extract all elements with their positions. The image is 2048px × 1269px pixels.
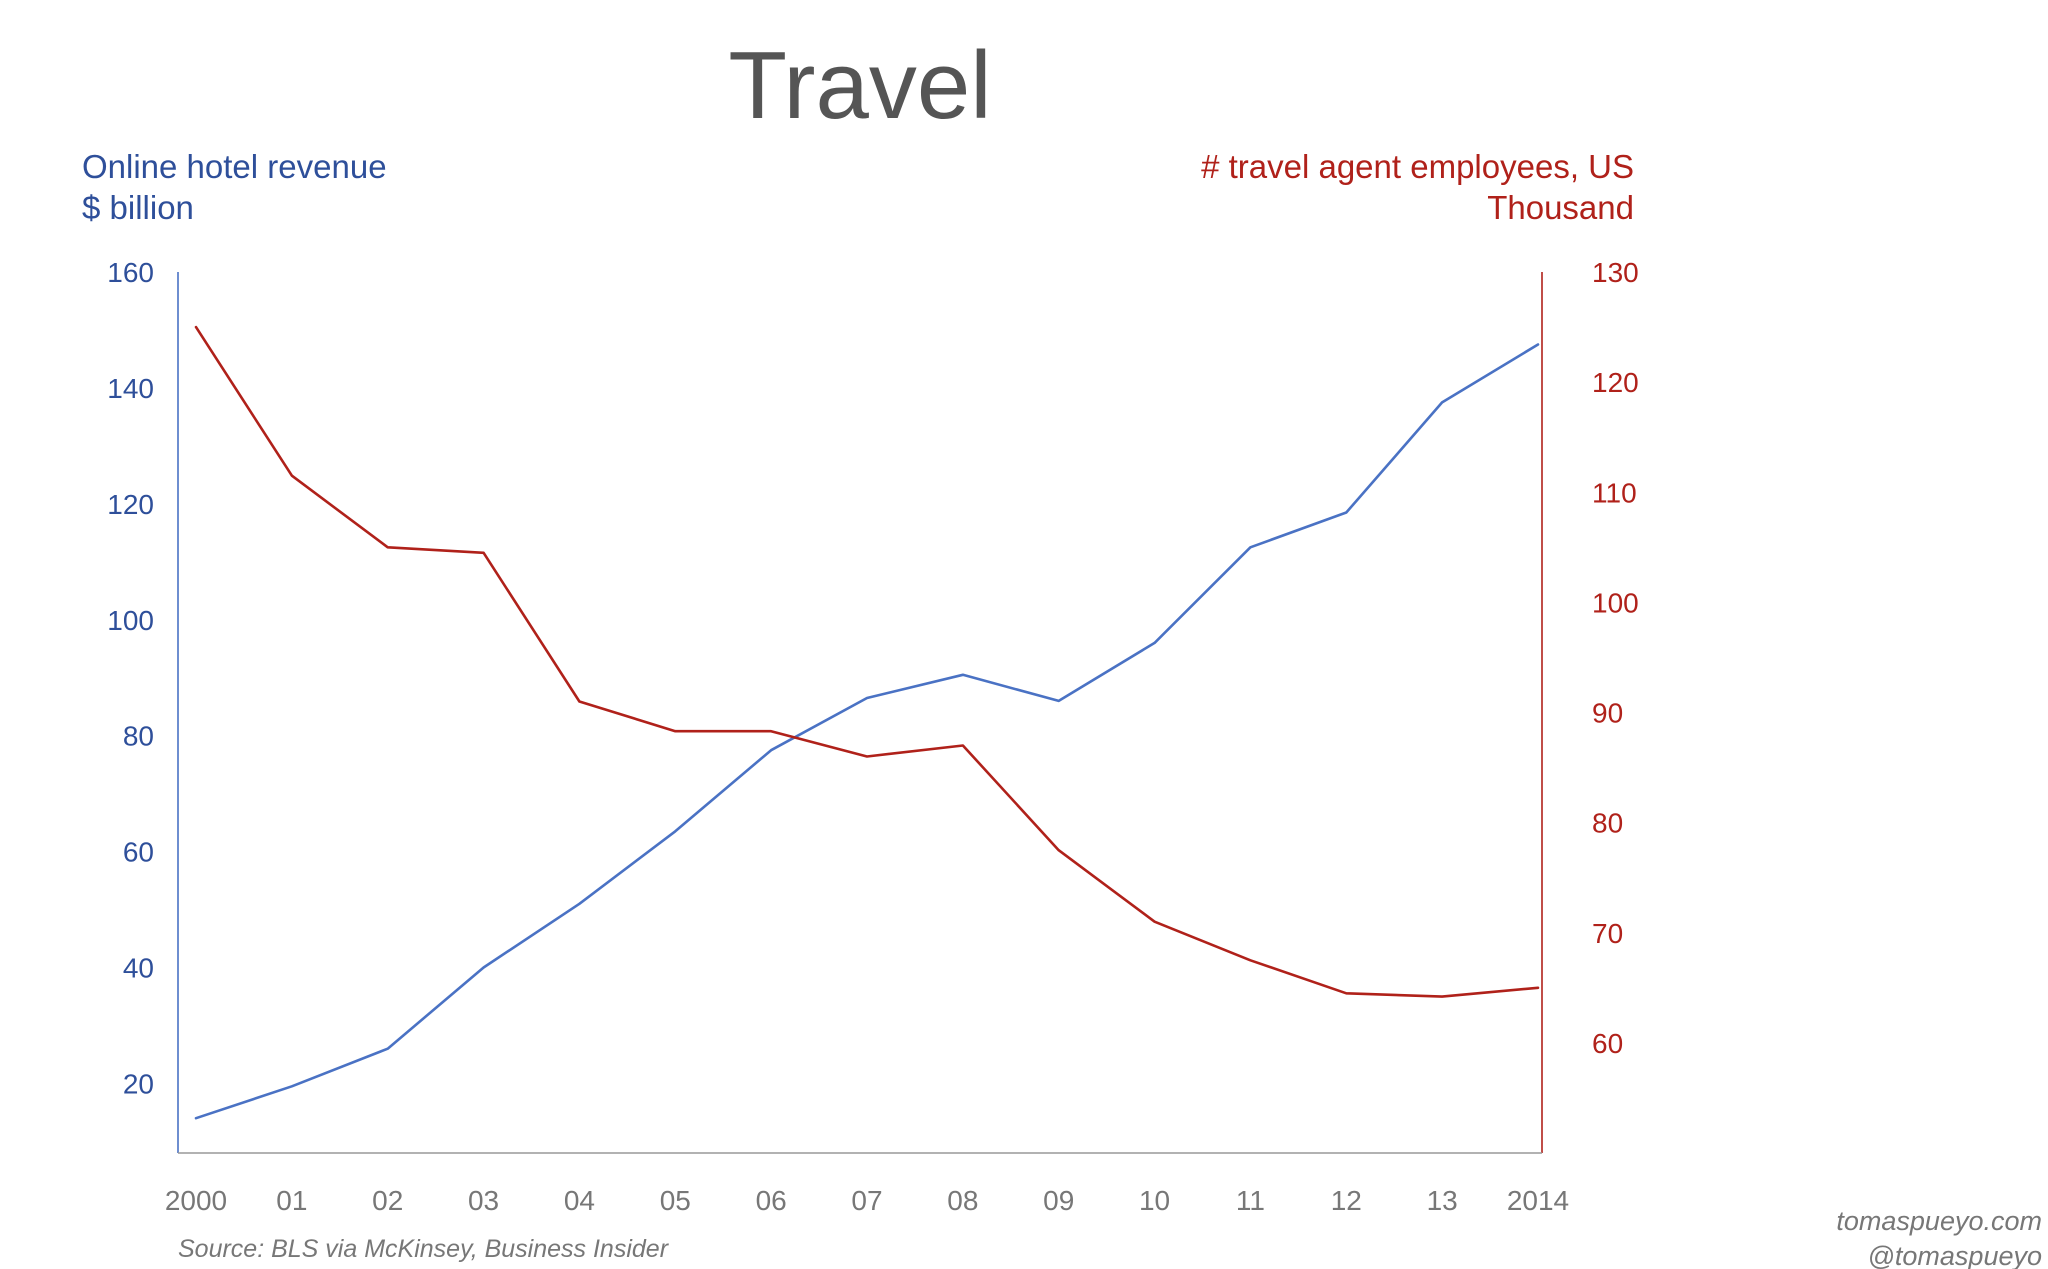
source-note: Source: BLS via McKinsey, Business Insid…: [178, 1235, 670, 1263]
right-axis-tick-label: 130: [1592, 257, 1639, 288]
x-axis-tick-label: 11: [1236, 1185, 1265, 1216]
series-line-left-axis: [194, 343, 1540, 1120]
right-axis-tick-label: 70: [1592, 918, 1623, 949]
right-axis-tick-label: 100: [1592, 587, 1639, 618]
left-axis-tick-label: 40: [123, 953, 154, 984]
left-axis-tick-label: 160: [107, 257, 154, 288]
x-axis-tick-label: 07: [851, 1185, 882, 1216]
x-axis-tick-label: 10: [1139, 1185, 1170, 1216]
right-axis-tick-label: 110: [1592, 477, 1637, 508]
left-axis-tick-label: 60: [123, 837, 154, 868]
x-axis-tick-label: 08: [947, 1185, 978, 1216]
x-axis-tick-label: 04: [564, 1185, 595, 1216]
series-line-right-axis: [194, 325, 1540, 998]
right-axis-ticks: 130 120 110 100 90 80 70 60: [1592, 257, 1639, 1059]
series-layer: [194, 325, 1540, 1120]
x-axis-tick-label: 2000: [165, 1185, 227, 1216]
credit-website: tomaspueyo.com: [1836, 1206, 2042, 1236]
right-axis-title-line1: # travel agent employees, US: [1201, 148, 1634, 185]
x-axis-tick-label: 06: [756, 1185, 787, 1216]
left-axis-title-line1: Online hotel revenue: [82, 148, 387, 185]
right-axis-tick-label: 90: [1592, 698, 1623, 729]
chart-title: Travel: [728, 32, 991, 139]
x-axis-tick-label: 01: [276, 1185, 307, 1216]
x-axis-tick-label: 05: [660, 1185, 691, 1216]
x-axis-tick-label: 03: [468, 1185, 499, 1216]
left-axis-tick-label: 20: [123, 1068, 154, 1099]
left-axis-ticks: 160 140 120 100 80 60 40 20: [107, 257, 154, 1099]
x-axis-tick-label: 09: [1043, 1185, 1074, 1216]
x-axis-ticks: 2000 01 02 03 04 05 06 07 08 09 10 11 12 13 2014: [165, 1185, 1569, 1216]
x-axis-tick-label: 02: [372, 1185, 403, 1216]
right-axis-tick-label: 120: [1592, 367, 1639, 398]
left-axis-tick-label: 80: [123, 721, 154, 752]
left-axis-tick-label: 120: [107, 489, 154, 520]
left-axis-title-line2: $ billion: [82, 189, 194, 226]
credit-handle: @tomaspueyo: [1868, 1241, 2043, 1269]
x-axis-tick-label: 2014: [1507, 1185, 1569, 1216]
x-axis-tick-label: 12: [1331, 1185, 1362, 1216]
right-axis-tick-label: 80: [1592, 808, 1623, 839]
left-axis-tick-label: 140: [107, 373, 154, 404]
left-axis-tick-label: 100: [107, 605, 154, 636]
right-axis-tick-label: 60: [1592, 1028, 1623, 1059]
x-axis-tick-label: 13: [1427, 1185, 1458, 1216]
right-axis-title-line2: Thousand: [1487, 189, 1634, 226]
